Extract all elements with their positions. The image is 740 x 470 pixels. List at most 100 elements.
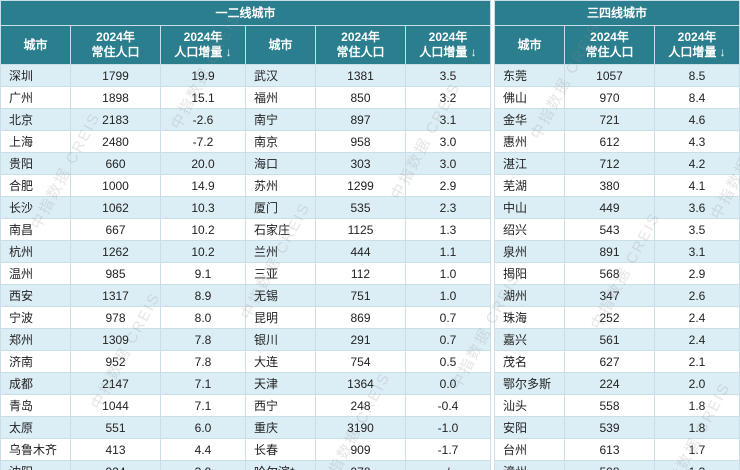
city-cell: 佛山 bbox=[494, 86, 566, 109]
city-cell: 武汉 bbox=[245, 64, 316, 87]
increase-cell: 0.7 bbox=[404, 328, 492, 351]
city-cell: 苏州 bbox=[245, 174, 316, 197]
city-cell: 天津 bbox=[245, 372, 316, 395]
increase-cell: 1.7 bbox=[654, 438, 740, 461]
table-row: 宁波 978 8.0 昆明 869 0.7 珠海 252 2.4 bbox=[0, 306, 740, 329]
table-row: 合肥 1000 14.9 苏州 1299 2.9 芜湖 380 4.1 bbox=[0, 174, 740, 197]
table-row: 北京 2183 -2.6 南宁 897 3.1 金华 721 4.6 bbox=[0, 108, 740, 131]
group-header-tier34: 三四线城市 bbox=[494, 0, 740, 26]
city-cell: 长沙 bbox=[0, 196, 71, 219]
city-cell: 中山 bbox=[494, 196, 566, 219]
city-cell: 深圳 bbox=[0, 64, 71, 87]
city-cell: 郑州 bbox=[0, 328, 71, 351]
population-cell: 2480 bbox=[70, 130, 161, 153]
increase-cell: 14.9 bbox=[160, 174, 246, 197]
increase-cell: 1.3 bbox=[404, 218, 492, 241]
city-cell: 珠海 bbox=[494, 306, 566, 329]
city-cell: 青岛 bbox=[0, 394, 71, 417]
population-cell: 508 bbox=[564, 460, 656, 470]
population-cell: 660 bbox=[70, 152, 161, 175]
increase-cell: 7.1 bbox=[160, 394, 246, 417]
city-cell: 南京 bbox=[245, 130, 316, 153]
city-cell: 重庆 bbox=[245, 416, 316, 439]
city-cell: 石家庄 bbox=[245, 218, 316, 241]
increase-cell: 2.0 bbox=[654, 372, 740, 395]
table-row: 长沙 1062 10.3 厦门 535 2.3 中山 449 3.6 bbox=[0, 196, 740, 219]
table-body: 深圳 1799 19.9 武汉 1381 3.5 东莞 1057 8.5 广州 1898 15.1 福州… bbox=[0, 64, 740, 470]
city-cell: 温州 bbox=[0, 262, 71, 285]
population-cell: 1125 bbox=[315, 218, 406, 241]
increase-cell: 4.4 bbox=[160, 438, 246, 461]
increase-cell: 3.5 bbox=[654, 218, 740, 241]
population-cell: 754 bbox=[315, 350, 406, 373]
increase-cell: 3.6 bbox=[654, 196, 740, 219]
population-cell: 543 bbox=[564, 218, 656, 241]
population-cell: 444 bbox=[315, 240, 406, 263]
city-cell: 乌鲁木齐 bbox=[0, 438, 71, 461]
city-cell: 三亚 bbox=[245, 262, 316, 285]
increase-cell: 9.1 bbox=[160, 262, 246, 285]
col-header-increase-sortable[interactable]: 2024年 人口增量 ↓ bbox=[654, 25, 740, 65]
city-cell: 惠州 bbox=[494, 130, 566, 153]
table-row: 上海 2480 -7.2 南京 958 3.0 惠州 612 4.3 bbox=[0, 130, 740, 153]
increase-cell: 3.9 bbox=[160, 460, 246, 470]
increase-cell: 7.1 bbox=[160, 372, 246, 395]
table-row: 西安 1317 8.9 无锡 751 1.0 湖州 347 2.6 bbox=[0, 284, 740, 307]
city-cell: 茂名 bbox=[494, 350, 566, 373]
city-cell: 南昌 bbox=[0, 218, 71, 241]
increase-cell: 3.1 bbox=[404, 108, 492, 131]
increase-cell: 3.5 bbox=[404, 64, 492, 87]
city-cell: 宁波 bbox=[0, 306, 71, 329]
city-cell: 昆明 bbox=[245, 306, 316, 329]
col-header-increase-sortable[interactable]: 2024年 人口增量 ↓ bbox=[160, 25, 246, 65]
increase-cell: -1.7 bbox=[404, 438, 492, 461]
increase-cell: 7.8 bbox=[160, 328, 246, 351]
city-cell: 福州 bbox=[245, 86, 316, 109]
group-header-row: 一二线城市 三四线城市 bbox=[0, 0, 740, 26]
increase-cell: 0.7 bbox=[404, 306, 492, 329]
city-cell: 上海 bbox=[0, 130, 71, 153]
table-row: 青岛 1044 7.1 西宁 248 -0.4 汕头 558 1.8 bbox=[0, 394, 740, 417]
increase-cell: 1.0 bbox=[404, 262, 492, 285]
increase-cell: 2.1 bbox=[654, 350, 740, 373]
population-cell: 303 bbox=[315, 152, 406, 175]
city-cell: 银川 bbox=[245, 328, 316, 351]
population-cell: 891 bbox=[564, 240, 656, 263]
population-cell: 978 bbox=[70, 306, 161, 329]
increase-cell: 1.8 bbox=[654, 416, 740, 439]
city-cell: 兰州 bbox=[245, 240, 316, 263]
increase-cell: 2.9 bbox=[404, 174, 492, 197]
table-row: 南昌 667 10.2 石家庄 1125 1.3 绍兴 543 3.5 bbox=[0, 218, 740, 241]
increase-cell: 7.8 bbox=[160, 350, 246, 373]
increase-cell: -0.4 bbox=[404, 394, 492, 417]
population-cell: 1799 bbox=[70, 64, 161, 87]
population-cell: 1062 bbox=[70, 196, 161, 219]
col-header-increase-sortable[interactable]: 2024年 人口增量 ↓ bbox=[404, 25, 492, 65]
increase-cell: 3.0 bbox=[404, 130, 492, 153]
population-cell: 2183 bbox=[70, 108, 161, 131]
table-row: 乌鲁木齐 413 4.4 长春 909 -1.7 台州 613 1.7 bbox=[0, 438, 740, 461]
city-cell: 湖州 bbox=[494, 284, 566, 307]
increase-cell: 4.1 bbox=[654, 174, 740, 197]
increase-cell: 2.9 bbox=[654, 262, 740, 285]
increase-cell: 3.1 bbox=[654, 240, 740, 263]
population-cell: 539 bbox=[564, 416, 656, 439]
city-cell: 泉州 bbox=[494, 240, 566, 263]
population-cell: 897 bbox=[315, 108, 406, 131]
increase-cell: 2.4 bbox=[654, 328, 740, 351]
increase-cell: 15.1 bbox=[160, 86, 246, 109]
city-cell: 沈阳 bbox=[0, 460, 71, 470]
city-cell: 芜湖 bbox=[494, 174, 566, 197]
population-cell: 970 bbox=[564, 86, 656, 109]
population-cell: 561 bbox=[564, 328, 656, 351]
city-cell: 大连 bbox=[245, 350, 316, 373]
column-header-row: 城市 2024年 常住人口 2024年 人口增量 ↓ 城市 2024年 常住人口… bbox=[0, 25, 740, 65]
increase-cell: 2.6 bbox=[654, 284, 740, 307]
population-cell: 1898 bbox=[70, 86, 161, 109]
increase-cell: 3.0 bbox=[404, 152, 492, 175]
city-cell: 北京 bbox=[0, 108, 71, 131]
population-cell: 1044 bbox=[70, 394, 161, 417]
population-cell: 850 bbox=[315, 86, 406, 109]
city-cell: 杭州 bbox=[0, 240, 71, 263]
